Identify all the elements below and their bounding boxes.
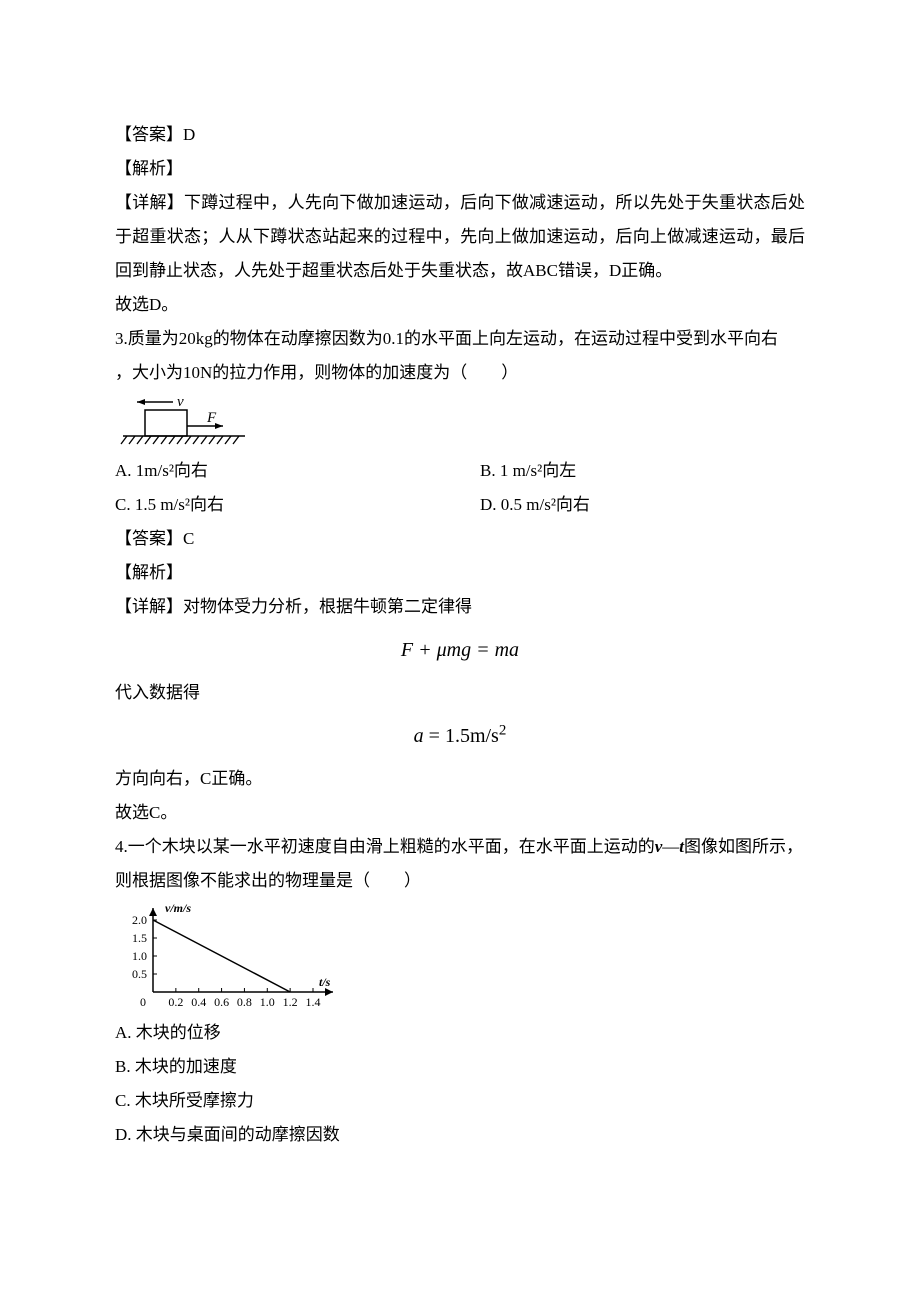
q3-choice-d: D. 0.5 m/s²向右 [480, 488, 805, 522]
q2-analysis-label: 【解析】 [115, 152, 805, 186]
q3-conclusion: 故选C。 [115, 796, 805, 830]
q3-f2-unit: m/s [470, 725, 499, 747]
svg-text:0.8: 0.8 [237, 995, 252, 1009]
q4-vt-dash: — [662, 837, 679, 856]
q3-detail: 【详解】对物体受力分析，根据牛顿第二定律得 [115, 590, 805, 624]
svg-text:2.0: 2.0 [132, 913, 147, 927]
q3-f2-num: 1.5 [445, 725, 470, 747]
q3-answer: 【答案】C [115, 522, 805, 556]
svg-text:0.4: 0.4 [191, 995, 206, 1009]
q3-f2-exp: 2 [499, 722, 507, 738]
q3-choice-b: B. 1 m/s²向左 [480, 454, 805, 488]
q3-analysis-label: 【解析】 [115, 556, 805, 590]
q2-conclusion: 故选D。 [115, 288, 805, 322]
svg-text:v/m/s: v/m/s [165, 902, 191, 915]
q3-formula-1-text: F + μmg = ma [401, 639, 519, 661]
q3-direction-conclusion: 方向向右，C正确。 [115, 762, 805, 796]
q3-sub-in: 代入数据得 [115, 676, 805, 710]
q3-formula-1: F + μmg = ma [115, 630, 805, 670]
q3-diagram: v F [115, 394, 805, 450]
q4-stem1a: 4.一个木块以某一水平初速度自由滑上粗糙的水平面，在水平面上运动的 [115, 837, 655, 856]
q3-stem-line2: ，大小为10N的拉力作用，则物体的加速度为（ ） [115, 356, 805, 390]
q2-answer: 【答案】D [115, 118, 805, 152]
q4-stem1b: 图像如图所示， [684, 837, 803, 856]
q3-formula-2: a = 1.5m/s2 [115, 716, 805, 756]
q3-choices: A. 1m/s²向右 B. 1 m/s²向左 C. 1.5 m/s²向右 D. … [115, 454, 805, 522]
svg-text:1.2: 1.2 [283, 995, 298, 1009]
q3-choice-a: A. 1m/s²向右 [115, 454, 460, 488]
svg-text:1.0: 1.0 [260, 995, 275, 1009]
q2-detail: 【详解】下蹲过程中，人先向下做加速运动，后向下做减速运动，所以先处于失重状态后处… [115, 186, 805, 288]
svg-text:0.6: 0.6 [214, 995, 229, 1009]
svg-text:0.2: 0.2 [168, 995, 183, 1009]
q4-choice-c: C. 木块所受摩擦力 [115, 1084, 805, 1118]
q3-f2-lhs: a [414, 725, 424, 747]
q3-f-label: F [206, 410, 217, 426]
q4-stem-line2: 则根据图像不能求出的物理量是（ ） [115, 864, 805, 898]
svg-text:1.0: 1.0 [132, 949, 147, 963]
q4-choice-d: D. 木块与桌面间的动摩擦因数 [115, 1118, 805, 1152]
svg-text:t/s: t/s [319, 975, 331, 989]
svg-text:1.5: 1.5 [132, 931, 147, 945]
q4-stem-line1: 4.一个木块以某一水平初速度自由滑上粗糙的水平面，在水平面上运动的v—t图像如图… [115, 830, 805, 864]
svg-text:1.4: 1.4 [306, 995, 321, 1009]
svg-text:0: 0 [140, 995, 146, 1009]
q3-stem-line1: 3.质量为20kg的物体在动摩擦因数为0.1的水平面上向左运动，在运动过程中受到… [115, 322, 805, 356]
q4-choice-a: A. 木块的位移 [115, 1016, 805, 1050]
q3-v-label: v [177, 394, 184, 410]
q4-choice-b: B. 木块的加速度 [115, 1050, 805, 1084]
svg-text:0.5: 0.5 [132, 967, 147, 981]
q4-graph: 0.5 1.0 1.5 2.0 0.2 0.4 0.6 0.8 1.0 1.2 1.4 0 v/m/s t… [115, 902, 805, 1012]
q3-choice-c: C. 1.5 m/s²向右 [115, 488, 460, 522]
